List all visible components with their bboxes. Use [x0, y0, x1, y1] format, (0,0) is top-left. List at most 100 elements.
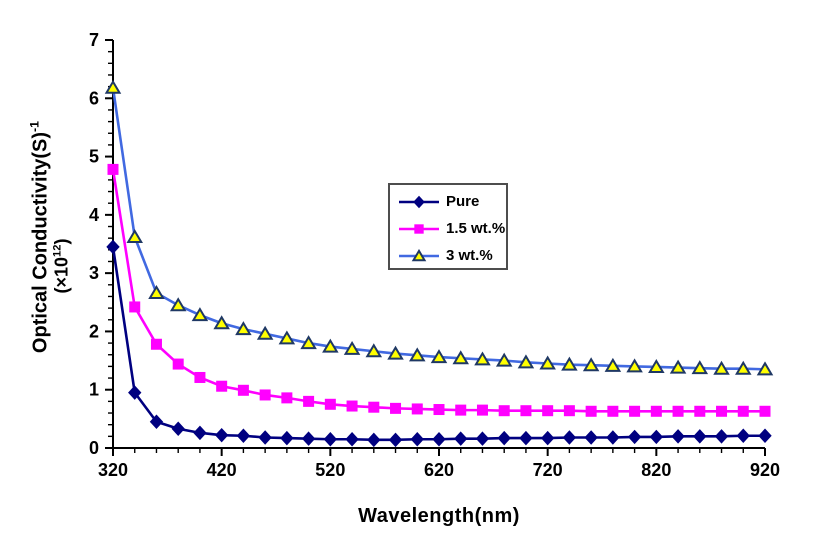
triangle-marker	[213, 315, 230, 330]
diamond-marker	[171, 421, 185, 437]
y-tick-label: 1	[89, 380, 99, 400]
y-tick-label: 4	[89, 205, 99, 225]
diamond-marker	[413, 195, 425, 208]
y-axis-title-superscript: -1	[27, 120, 42, 132]
triangle-marker	[387, 345, 404, 360]
triangle-marker	[561, 356, 578, 371]
triangle-marker	[300, 335, 317, 350]
diamond-marker	[454, 431, 468, 446]
square-marker	[585, 405, 597, 417]
diamond-marker	[301, 431, 316, 446]
diamond-marker	[693, 429, 707, 444]
diamond-marker	[497, 430, 511, 446]
triangle-marker	[343, 340, 361, 355]
triangle-marker	[430, 349, 448, 364]
diamond-marker	[149, 414, 164, 430]
legend-item-pure: Pure	[390, 188, 506, 215]
triangle-marker	[517, 354, 535, 369]
square-marker	[716, 405, 728, 417]
triangle-marker	[691, 360, 709, 375]
legend-item-3-wt-: 3 wt.%	[390, 242, 506, 269]
triangle-marker	[495, 352, 513, 367]
diamond-legend-icon	[399, 195, 439, 208]
square-marker	[368, 401, 380, 413]
series-1-5-wt-	[107, 163, 771, 417]
y-axis-scale-label: (×1012)	[52, 239, 73, 294]
diamond-marker	[519, 430, 533, 446]
square-marker	[737, 405, 749, 417]
triangle-marker	[256, 325, 274, 340]
triangle-marker	[409, 347, 426, 362]
x-tick-label: 620	[424, 460, 454, 480]
triangle-marker	[322, 338, 339, 353]
square-marker	[414, 223, 424, 234]
square-marker	[498, 405, 510, 417]
diamond-marker	[432, 432, 446, 447]
y-axis-scale-superscript: 12	[51, 244, 64, 257]
x-axis-title: Wavelength(nm)	[358, 505, 520, 527]
diamond-marker	[649, 429, 664, 445]
x-tick-label: 920	[750, 460, 780, 480]
series-3-wt-	[104, 79, 774, 376]
diamond-marker	[193, 425, 207, 441]
diamond-marker	[388, 432, 403, 448]
square-marker	[237, 384, 249, 396]
triangle-marker	[604, 357, 622, 372]
square-marker	[281, 392, 293, 404]
diamond-marker	[627, 429, 642, 445]
y-axis-scale-close: )	[51, 238, 72, 245]
diamond-marker	[280, 430, 294, 446]
legend-label: 1.5 wt.%	[446, 220, 506, 237]
triangle-marker	[126, 229, 143, 244]
triangle-marker	[191, 307, 209, 322]
triangle-marker	[474, 351, 491, 366]
square-marker	[629, 405, 641, 417]
square-marker	[346, 400, 358, 412]
y-tick-label: 6	[89, 88, 99, 108]
triangle-marker	[411, 248, 427, 261]
triangle-marker	[648, 359, 665, 373]
diamond-marker	[758, 428, 772, 443]
diamond-marker	[562, 430, 577, 445]
y-axis-title: Optical Conductivity(S)-1	[28, 121, 53, 353]
triangle-marker	[452, 350, 469, 365]
x-tick-label: 320	[98, 460, 128, 480]
diamond-marker	[106, 239, 120, 255]
diamond-marker	[475, 431, 490, 446]
triangle-marker	[104, 79, 122, 94]
triangle-marker	[365, 343, 383, 358]
square-marker	[542, 405, 554, 417]
x-tick-label: 720	[533, 460, 563, 480]
triangle-marker	[539, 355, 556, 370]
y-tick-label: 3	[89, 263, 99, 283]
diamond-marker	[714, 429, 729, 444]
diamond-marker	[258, 430, 272, 445]
square-marker	[216, 380, 228, 392]
diamond-marker	[345, 432, 359, 447]
legend-item-1-5-wt-: 1.5 wt.%	[390, 215, 506, 242]
square-marker	[433, 404, 445, 416]
square-marker	[390, 402, 402, 414]
square-marker	[563, 405, 575, 417]
diamond-marker	[367, 432, 381, 448]
legend-label: 3 wt.%	[446, 247, 493, 264]
triangle-marker	[756, 361, 774, 376]
triangle-marker	[235, 321, 252, 336]
diamond-marker	[214, 427, 229, 443]
diamond-marker	[540, 430, 555, 446]
y-axis-scale-text: (×10	[51, 256, 72, 294]
square-marker	[650, 405, 662, 417]
square-marker	[411, 403, 423, 415]
legend-label: Pure	[446, 193, 480, 210]
diamond-marker	[584, 430, 598, 445]
triangle-marker	[278, 330, 296, 345]
triangle-marker	[669, 359, 687, 374]
triangle-marker	[713, 360, 730, 375]
square-marker	[324, 398, 336, 410]
square-marker	[520, 405, 532, 417]
x-tick-label: 420	[207, 460, 237, 480]
square-marker	[172, 358, 184, 370]
y-axis-title-text: Optical Conductivity(S)	[29, 131, 52, 354]
y-tick-label: 0	[89, 438, 99, 458]
